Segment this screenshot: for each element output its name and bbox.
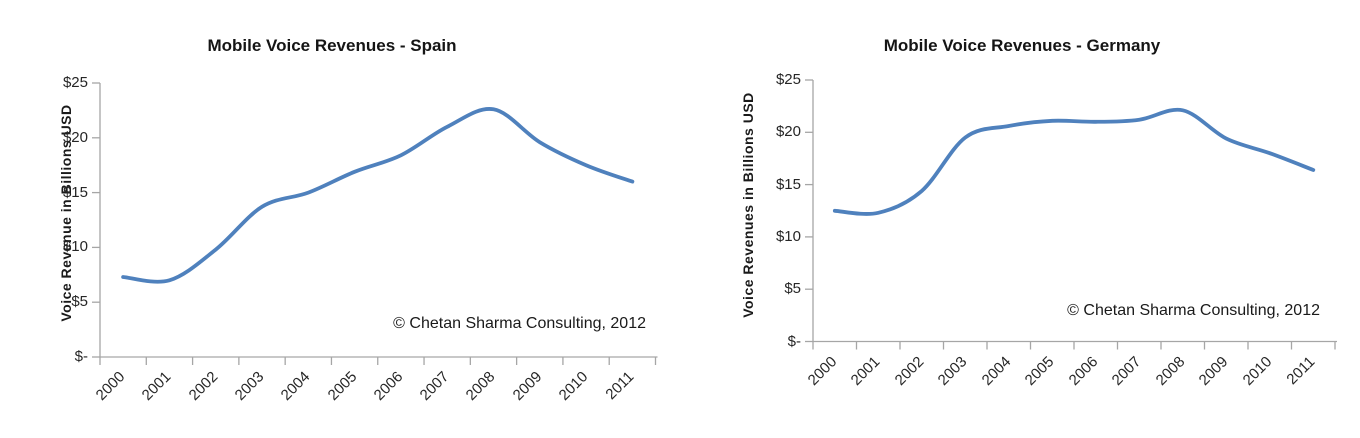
chart-title-germany: Mobile Voice Revenues - Germany — [883, 36, 1161, 55]
y-tick-label: $- — [74, 348, 88, 365]
copyright-annotation: © Chetan Sharma Consulting, 2012 — [1067, 302, 1320, 319]
chart-panel-spain: Mobile Voice Revenues - Spain Voice Reve… — [58, 36, 658, 404]
y-tick-label: $15 — [62, 183, 88, 201]
copyright-annotation: © Chetan Sharma Consulting, 2012 — [393, 315, 646, 332]
y-tick-label: $20 — [775, 123, 801, 141]
chart-panel-germany: Mobile Voice Revenues - Germany Voice Re… — [680, 0, 1360, 438]
line-chart-germany — [805, 79, 1337, 350]
line-chart-spain — [92, 82, 658, 365]
y-tick-label: $20 — [62, 128, 88, 146]
chart-title-spain: Mobile Voice Revenues - Spain — [207, 36, 457, 55]
y-tick-label: $15 — [775, 175, 801, 193]
y-tick-label: $10 — [775, 227, 801, 245]
y-tick-label: $10 — [62, 238, 88, 256]
y-tick-label: $- — [787, 332, 801, 350]
y-tick-label: $5 — [784, 280, 801, 298]
y-tick-label: $25 — [62, 74, 88, 91]
y-tick-label: $25 — [775, 71, 801, 88]
y-tick-label: $5 — [71, 293, 88, 311]
revenue-line-series — [121, 107, 635, 284]
revenue-line-series — [832, 107, 1316, 216]
